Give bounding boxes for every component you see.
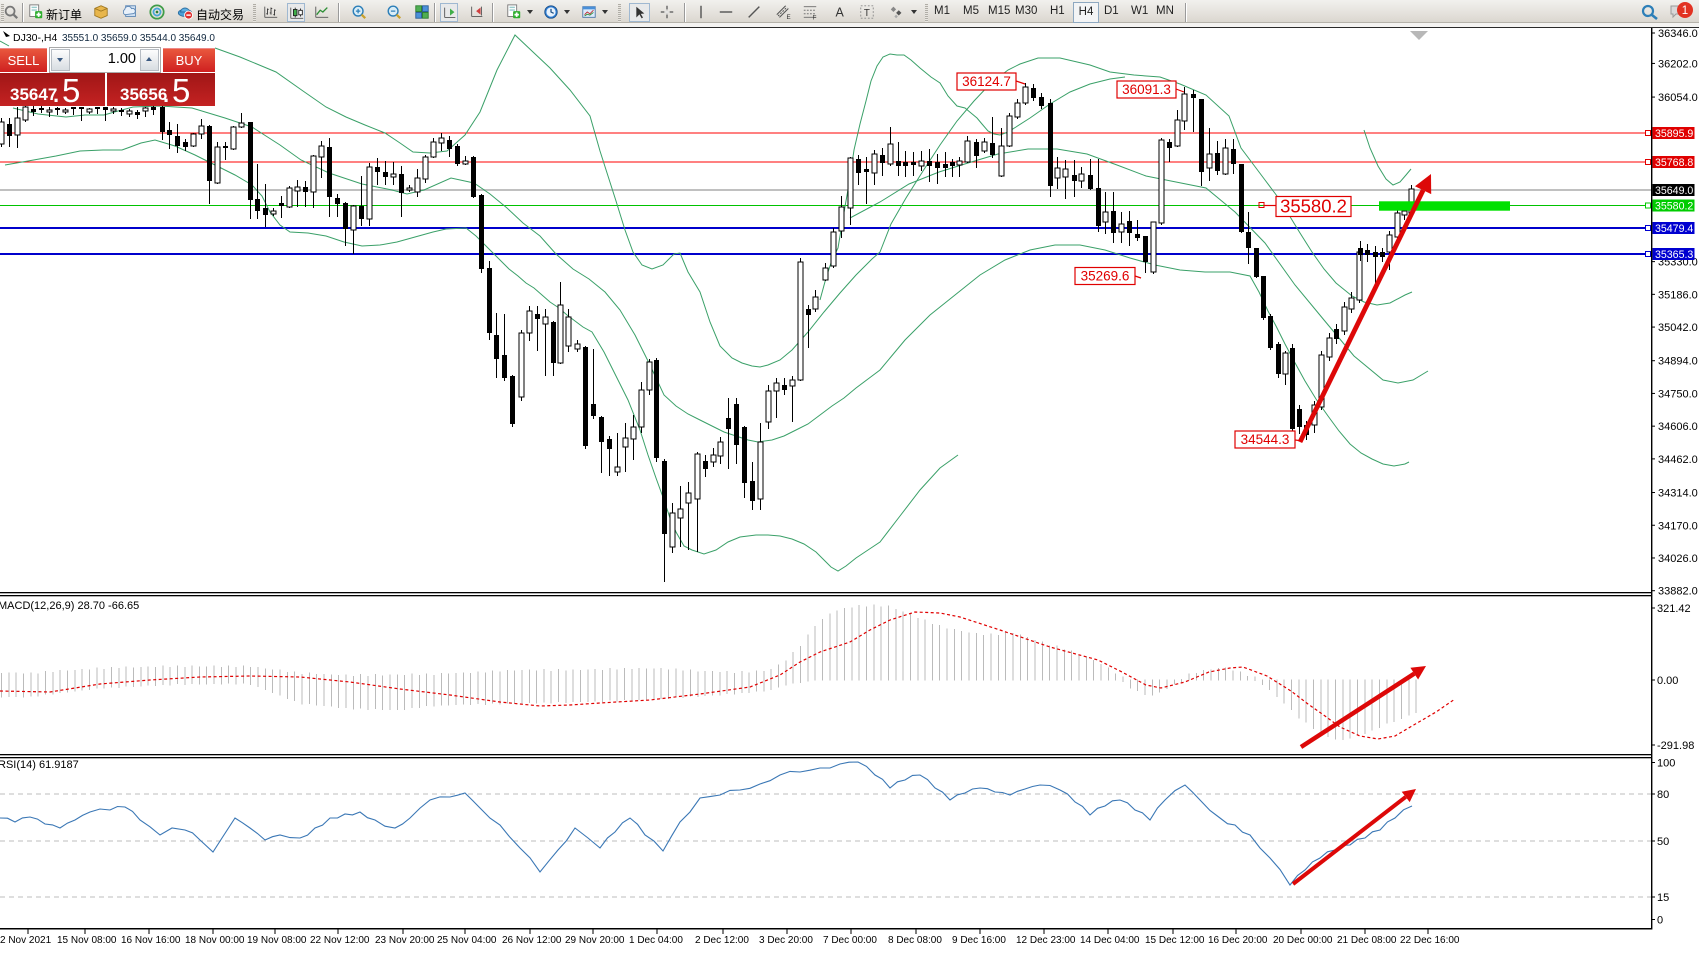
svg-text:14 Dec 04:00: 14 Dec 04:00 (1080, 935, 1140, 946)
svg-text:34544.3: 34544.3 (1241, 432, 1290, 447)
svg-text:35186.0: 35186.0 (1658, 289, 1698, 301)
svg-text:DJ30-,H4: DJ30-,H4 (13, 32, 58, 44)
svg-text:35479.4: 35479.4 (1655, 223, 1693, 235)
svg-text:36346.0: 36346.0 (1658, 28, 1698, 40)
svg-text:RSI(14) 61.9187: RSI(14) 61.9187 (0, 759, 79, 771)
svg-text:0.00: 0.00 (1657, 675, 1678, 687)
svg-text:1 Dec 04:00: 1 Dec 04:00 (629, 935, 683, 946)
svg-text:MACD(12,26,9) 28.70 -66.65: MACD(12,26,9) 28.70 -66.65 (0, 600, 139, 612)
svg-text:25 Nov 04:00: 25 Nov 04:00 (437, 935, 497, 946)
svg-text:36054.0: 36054.0 (1658, 92, 1698, 104)
svg-text:34314.0: 34314.0 (1658, 488, 1698, 500)
svg-text:7 Dec 00:00: 7 Dec 00:00 (823, 935, 877, 946)
svg-text:50: 50 (1657, 836, 1669, 848)
svg-text:19 Nov 08:00: 19 Nov 08:00 (247, 935, 307, 946)
svg-text:16 Dec 20:00: 16 Dec 20:00 (1208, 935, 1268, 946)
svg-text:29 Nov 20:00: 29 Nov 20:00 (565, 935, 625, 946)
svg-text:1: 1 (1682, 5, 1688, 17)
svg-text:3 Dec 20:00: 3 Dec 20:00 (759, 935, 813, 946)
svg-text:34026.0: 34026.0 (1658, 553, 1698, 565)
svg-text:21 Dec 08:00: 21 Dec 08:00 (1337, 935, 1397, 946)
svg-text:16 Nov 16:00: 16 Nov 16:00 (121, 935, 181, 946)
svg-text:36124.7: 36124.7 (962, 74, 1011, 89)
svg-text:35551.0 35659.0 35544.0 35649.: 35551.0 35659.0 35544.0 35649.0 (62, 33, 215, 44)
svg-text:15: 15 (1657, 892, 1669, 904)
svg-text:E: E (787, 14, 791, 20)
svg-text:35580.2: 35580.2 (1280, 196, 1347, 217)
svg-text:23 Nov 20:00: 23 Nov 20:00 (375, 935, 435, 946)
svg-text:35269.6: 35269.6 (1081, 269, 1130, 284)
svg-text:12 Dec 23:00: 12 Dec 23:00 (1016, 935, 1076, 946)
svg-text:34170.0: 34170.0 (1658, 520, 1698, 532)
svg-text:26 Nov 12:00: 26 Nov 12:00 (502, 935, 562, 946)
svg-text:F: F (813, 15, 817, 20)
svg-text:35895.9: 35895.9 (1655, 128, 1693, 140)
svg-text:35768.8: 35768.8 (1655, 157, 1693, 169)
svg-text:100: 100 (1657, 758, 1675, 770)
svg-text:-291.98: -291.98 (1657, 740, 1694, 752)
svg-text:35365.3: 35365.3 (1655, 249, 1693, 261)
svg-text:22 Dec 16:00: 22 Dec 16:00 (1400, 935, 1460, 946)
svg-text:36091.3: 36091.3 (1122, 82, 1171, 97)
svg-text:321.42: 321.42 (1657, 603, 1691, 615)
svg-text:9 Dec 16:00: 9 Dec 16:00 (952, 935, 1006, 946)
svg-text:36202.0: 36202.0 (1658, 58, 1698, 70)
svg-text:34894.0: 34894.0 (1658, 356, 1698, 368)
svg-text:34750.0: 34750.0 (1658, 388, 1698, 400)
svg-text:18 Nov 00:00: 18 Nov 00:00 (185, 935, 245, 946)
svg-text:T: T (864, 8, 870, 19)
svg-text:A: A (836, 5, 845, 19)
svg-text:22 Nov 12:00: 22 Nov 12:00 (310, 935, 370, 946)
svg-text:35649.0: 35649.0 (1655, 185, 1693, 197)
svg-text:0: 0 (1657, 915, 1663, 927)
svg-text:34606.0: 34606.0 (1658, 421, 1698, 433)
svg-text:15 Nov 08:00: 15 Nov 08:00 (57, 935, 117, 946)
svg-text:20 Dec 00:00: 20 Dec 00:00 (1273, 935, 1333, 946)
svg-text:8 Dec 08:00: 8 Dec 08:00 (888, 935, 942, 946)
svg-text:34462.0: 34462.0 (1658, 454, 1698, 466)
svg-text:15 Dec 12:00: 15 Dec 12:00 (1145, 935, 1205, 946)
svg-text:35580.2: 35580.2 (1655, 201, 1693, 213)
svg-text:33882.0: 33882.0 (1658, 586, 1698, 598)
svg-text:2 Dec 12:00: 2 Dec 12:00 (695, 935, 749, 946)
svg-text:2 Nov 2021: 2 Nov 2021 (0, 935, 52, 946)
svg-text:35042.0: 35042.0 (1658, 322, 1698, 334)
svg-text:80: 80 (1657, 789, 1669, 801)
